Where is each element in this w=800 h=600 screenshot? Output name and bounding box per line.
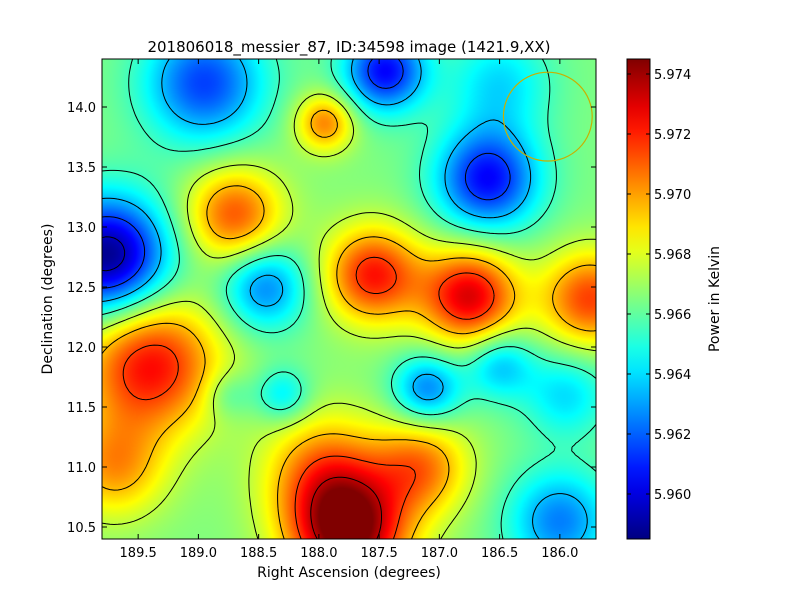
contour-line — [102, 236, 126, 272]
tick-label: 13.5 — [67, 161, 96, 176]
tick-label: 12.0 — [67, 341, 96, 356]
tick-label: 10.5 — [67, 521, 96, 536]
tick-label: 5.974 — [654, 68, 691, 83]
colorbar-ticks: 5.960 5.962 5.964 5.966 5.968 5.970 5.972 5.974 — [627, 68, 691, 503]
tick-label: 187.0 — [421, 546, 458, 561]
contour-line — [102, 59, 588, 539]
chart-title: 201806018_messier_87, ID:34598 image (14… — [147, 38, 550, 57]
tick-label: 189.5 — [120, 546, 157, 561]
tick-label: 11.5 — [67, 401, 96, 416]
contour-line — [310, 476, 382, 539]
heatmap-image — [102, 59, 596, 539]
colorbar-frame — [626, 58, 651, 540]
contour-lines — [102, 59, 596, 539]
tick-label: 5.972 — [654, 128, 691, 143]
contour-line — [102, 59, 596, 539]
y-axis-label: Declination (degrees) — [40, 224, 56, 375]
tick-label: 188.5 — [240, 546, 277, 561]
tick-label: 5.968 — [654, 248, 691, 263]
tick-label: 5.964 — [654, 368, 691, 383]
tick-label: 5.960 — [654, 488, 691, 503]
marker-circle — [502, 71, 593, 162]
contour-line — [102, 93, 596, 539]
tick-label: 11.0 — [67, 461, 96, 476]
x-axis-ticks: 189.5 189.0 188.5 188.0 187.5 187.0 186.5 186.0 — [120, 59, 578, 561]
tick-label: 186.0 — [541, 546, 578, 561]
tick-label: 189.0 — [180, 546, 217, 561]
tick-label: 13.0 — [67, 221, 96, 236]
colorbar-gradient — [627, 59, 650, 539]
tick-label: 14.0 — [67, 101, 96, 116]
contour-line — [122, 256, 495, 539]
tick-label: 12.5 — [67, 281, 96, 296]
heatmap-plot-area — [101, 58, 597, 540]
plot-frame — [101, 58, 597, 540]
colorbar: 5.960 5.962 5.964 5.966 5.968 5.970 5.972 5.974 — [626, 58, 691, 540]
x-axis-label: Right Ascension (degrees) — [257, 565, 441, 581]
tick-label: 186.5 — [481, 546, 518, 561]
y-axis-ticks: 10.5 11.0 11.5 12.0 12.5 13.0 13.5 14.0 — [67, 101, 596, 536]
tick-label: 5.970 — [654, 188, 691, 203]
contour-line — [102, 59, 511, 289]
tick-label: 188.0 — [300, 546, 337, 561]
tick-label: 187.5 — [361, 546, 398, 561]
colorbar-label: Power in Kelvin — [707, 246, 723, 352]
contour-line — [102, 109, 596, 539]
tick-label: 5.962 — [654, 428, 691, 443]
tick-label: 5.966 — [654, 308, 691, 323]
